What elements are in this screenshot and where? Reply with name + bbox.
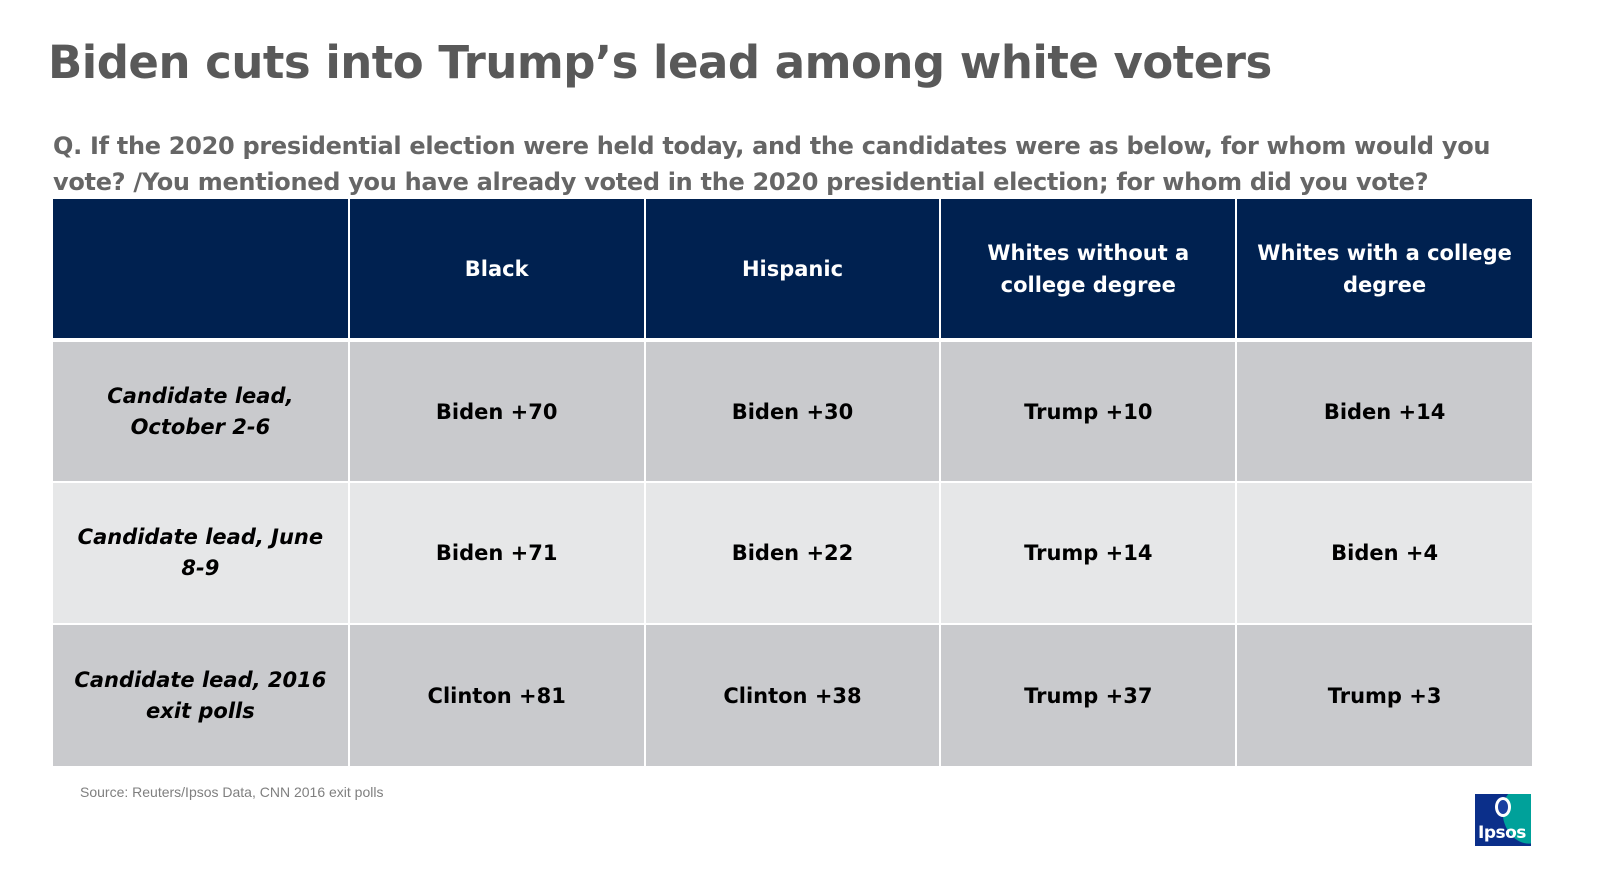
table-cell: Biden +22: [644, 481, 942, 624]
table-header-row: Black Hispanic Whites without a college …: [53, 199, 1532, 340]
table-cell: Biden +70: [348, 339, 646, 482]
source-note: Source: Reuters/Ipsos Data, CNN 2016 exi…: [80, 784, 384, 800]
table-cell: Trump +37: [940, 623, 1238, 766]
table-cell: Biden +14: [1236, 339, 1532, 482]
table-cell: Clinton +38: [644, 623, 942, 766]
column-header-empty: [53, 199, 350, 340]
column-header-whites-no-degree: Whites without a college degree: [940, 199, 1238, 340]
table-cell: Trump +14: [940, 481, 1238, 624]
logo-wordmark: Ipsos: [1478, 823, 1526, 843]
table-row: Candidate lead, October 2-6 Biden +70 Bi…: [53, 339, 1532, 482]
row-label: Candidate lead, October 2-6: [53, 339, 350, 482]
table-cell: Clinton +81: [348, 623, 646, 766]
ipsos-logo: Ipsos: [1475, 794, 1531, 846]
row-label: Candidate lead, 2016 exit polls: [53, 623, 350, 766]
table-cell: Trump +3: [1236, 623, 1532, 766]
column-header-black: Black: [348, 199, 646, 340]
table-row: Candidate lead, June 8-9 Biden +71 Biden…: [53, 481, 1532, 624]
page-title: Biden cuts into Trump’s lead among white…: [48, 36, 1272, 89]
column-header-hispanic: Hispanic: [644, 199, 942, 340]
survey-question: Q. If the 2020 presidential election wer…: [53, 132, 1491, 196]
table-cell: Biden +30: [644, 339, 942, 482]
table-cell: Trump +10: [940, 339, 1238, 482]
results-table: Black Hispanic Whites without a college …: [53, 199, 1532, 766]
row-label: Candidate lead, June 8-9: [53, 481, 350, 624]
table-cell: Biden +4: [1236, 481, 1532, 624]
table-row: Candidate lead, 2016 exit polls Clinton …: [53, 623, 1532, 766]
column-header-whites-degree: Whites with a college degree: [1236, 199, 1532, 340]
logo-mark-icon: [1495, 797, 1511, 817]
table-cell: Biden +71: [348, 481, 646, 624]
